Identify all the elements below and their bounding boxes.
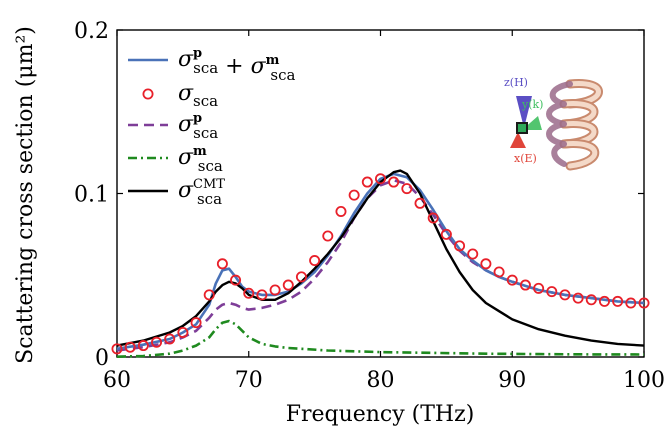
data-point: [480, 258, 492, 270]
data-point: [625, 297, 637, 309]
data-point: [598, 295, 610, 307]
legend-label: σp sca + σm sca: [178, 46, 295, 84]
data-point: [612, 295, 624, 307]
data-point: [559, 289, 571, 301]
data-point: [414, 197, 426, 209]
legend-marker: [142, 88, 154, 100]
data-point: [230, 274, 242, 286]
y-tick-label: 0: [95, 346, 109, 371]
data-point: [177, 326, 189, 338]
series-line-4: [116, 169, 645, 347]
axis-ticks: [116, 29, 645, 358]
data-point: [440, 228, 452, 240]
data-point: [216, 258, 228, 270]
data-point: [572, 292, 584, 304]
y-tick-label: 0.2: [74, 19, 109, 44]
data-point: [295, 271, 307, 283]
series-line-3: [116, 319, 645, 358]
x-tick-label: 70: [235, 368, 263, 393]
data-point: [269, 284, 281, 296]
coordinate-axes-icon: [510, 96, 542, 148]
data-point: [111, 343, 123, 355]
data-point: [533, 282, 545, 294]
inset-z-label: z(H): [504, 76, 528, 89]
data-point: [388, 176, 400, 188]
data-point: [137, 340, 149, 352]
data-point: [243, 287, 255, 299]
data-point: [506, 274, 518, 286]
data-point: [427, 212, 439, 224]
data-point: [638, 297, 650, 309]
data-point: [124, 341, 136, 353]
data-point: [348, 189, 360, 201]
data-point: [585, 294, 597, 306]
legend-label: σm sca: [178, 144, 223, 175]
inset-y-label: y(k): [521, 98, 543, 111]
x-tick-label: 90: [498, 368, 526, 393]
data-point: [309, 255, 321, 267]
x-tick-label: 100: [623, 368, 664, 393]
data-point: [361, 176, 373, 188]
data-point: [401, 183, 413, 195]
legend-label: σsca: [178, 81, 218, 110]
tick-labels: 60 70 80 90 100 0 0.1 0.2: [74, 19, 664, 393]
helix-icon: [546, 79, 603, 171]
x-tick-label: 60: [103, 368, 131, 393]
data-point: [151, 336, 163, 348]
y-axis-label: Scattering cross section (μm²): [13, 26, 38, 364]
legend-label: σCMT sca: [178, 177, 225, 208]
data-point: [203, 289, 215, 301]
data-point: [190, 317, 202, 329]
x-axis-label: Frequency (THz): [286, 402, 475, 427]
data-point: [454, 240, 466, 252]
data-point: [164, 333, 176, 345]
data-point: [374, 173, 386, 185]
data-point: [467, 248, 479, 260]
data-point: [493, 266, 505, 278]
data-point: [256, 289, 268, 301]
data-point: [519, 279, 531, 291]
legend-label: σp sca: [178, 111, 218, 142]
data-point: [335, 205, 347, 217]
y-tick-label: 0.1: [74, 183, 109, 208]
x-tick-label: 80: [367, 368, 395, 393]
series-layer: [111, 169, 650, 358]
data-point: [282, 279, 294, 291]
data-point: [546, 286, 558, 298]
inset-x-label: x(E): [514, 152, 537, 165]
inset-illustration: z(H) y(k) x(E): [504, 76, 603, 171]
data-point: [322, 230, 334, 242]
